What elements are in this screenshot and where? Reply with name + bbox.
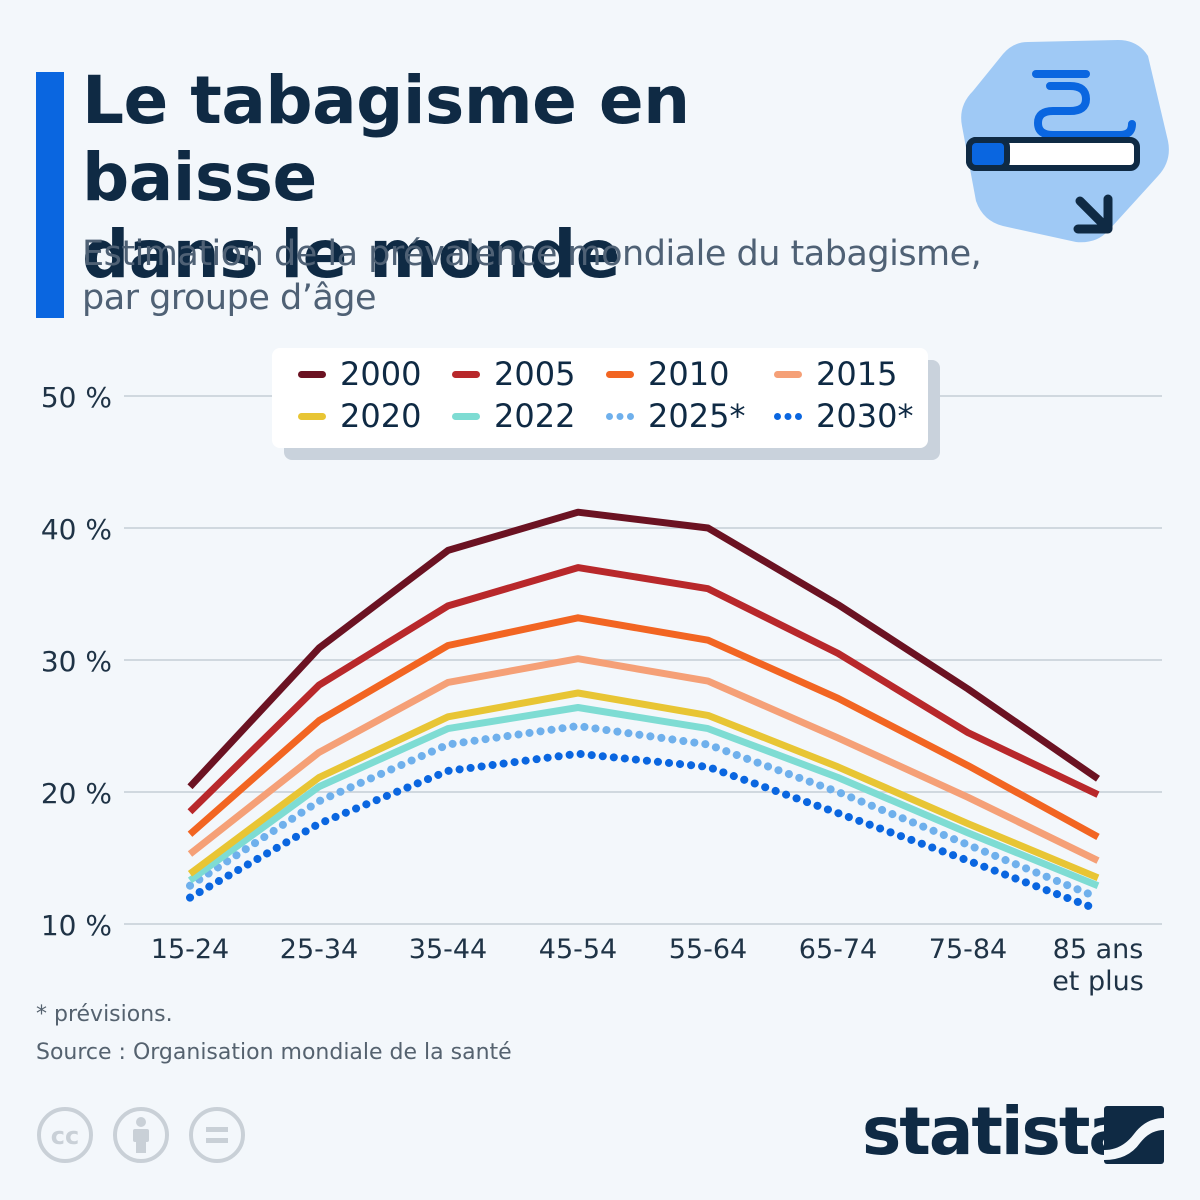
legend-label: 2005: [494, 355, 576, 393]
legend-item-2000: 2000: [298, 353, 421, 395]
x-tick-label: 35-44: [409, 934, 487, 965]
x-tick-label: 75-84: [929, 934, 1007, 965]
forecast-note: * prévisions.: [36, 1002, 173, 1027]
series-line-2000: [187, 508, 1100, 790]
legend-item-2025: 2025*: [606, 395, 745, 437]
no-derivatives-icon[interactable]: [189, 1107, 245, 1163]
series-line-2015: [187, 655, 1100, 864]
legend-swatch: [452, 370, 480, 378]
x-tick-label: 15-24: [151, 934, 229, 965]
legend-swatch: [606, 370, 634, 378]
x-tick-label: 25-34: [280, 934, 358, 965]
y-axis-ticks: 10 % 20 % 30 % 40 % 50 %: [41, 381, 112, 942]
title-line-1: Le tabagisme en baisse: [82, 62, 690, 216]
y-tick-label: 50 %: [41, 381, 112, 414]
attribution-icon[interactable]: [113, 1107, 169, 1163]
cc-icon[interactable]: cc: [37, 1107, 93, 1163]
icon-cigarette-filter: [966, 137, 1010, 171]
legend-swatch: [606, 412, 634, 420]
x-axis-ticks: 15-24 25-34 35-44 45-54 55-64 65-74 75-84 85 an…: [151, 934, 1144, 997]
series-line-2022: [187, 704, 1100, 889]
legend-label: 2025*: [648, 397, 746, 435]
legend-item-2030: 2030*: [774, 395, 913, 437]
title-line-2: dans le monde: [82, 216, 621, 293]
x-tick-label: 55-64: [669, 934, 747, 965]
page-subtitle: Estimation de la prévalence mondiale du …: [82, 232, 1062, 320]
cigarette-trend-down-icon: [961, 40, 1169, 243]
x-tick-label: 65-74: [799, 934, 877, 965]
series-line-2010: [187, 614, 1100, 840]
chart-series: [186, 508, 1102, 914]
legend-label: 2015: [816, 355, 898, 393]
legend-item-2015: 2015: [774, 353, 897, 395]
legend-item-2010: 2010: [606, 353, 729, 395]
license-icons: cc: [37, 1107, 245, 1163]
series-line-2005: [187, 564, 1100, 815]
subtitle-line-2: par groupe d’âge: [82, 278, 377, 318]
icon-down-arrow: [1073, 194, 1113, 234]
icon-smoke-wisp-2: [1033, 82, 1136, 139]
legend-swatch: [452, 412, 480, 420]
legend-swatch: [298, 370, 326, 378]
statista-wordmark[interactable]: statista: [862, 1093, 1133, 1170]
legend-swatch: [774, 370, 802, 378]
subtitle-line-1: Estimation de la prévalence mondiale du …: [82, 234, 982, 274]
series-line-2020: [187, 689, 1100, 882]
y-tick-label: 20 %: [41, 777, 112, 810]
legend-swatch: [298, 412, 326, 420]
x-tick-label: 45-54: [539, 934, 617, 965]
legend-swatch: [774, 412, 802, 420]
legend-item-2020: 2020: [298, 395, 421, 437]
legend-label: 2030*: [816, 397, 914, 435]
series-line-2030: [186, 749, 1102, 914]
y-tick-label: 40 %: [41, 513, 112, 546]
source-text: Source : Organisation mondiale de la san…: [36, 1040, 512, 1065]
legend-label: 2022: [494, 397, 576, 435]
legend-item-2005: 2005: [452, 353, 575, 395]
title-accent-bar: [36, 72, 64, 318]
legend-label: 2020: [340, 397, 422, 435]
svg-text:cc: cc: [51, 1122, 79, 1150]
legend-label: 2000: [340, 355, 422, 393]
series-line-2025: [186, 722, 1102, 902]
legend-label: 2010: [648, 355, 730, 393]
y-tick-label: 10 %: [41, 909, 112, 942]
x-tick-label: 85 ans et plus: [1052, 934, 1144, 997]
statista-logo-icon[interactable]: [1104, 1106, 1164, 1164]
legend-item-2022: 2022: [452, 395, 575, 437]
page-title: Le tabagisme en baisse dans le monde: [82, 62, 942, 293]
y-tick-label: 30 %: [41, 645, 112, 678]
chart-legend: 2000 2005 2010 2015 2020 2022 2025* 2030*: [272, 348, 928, 448]
